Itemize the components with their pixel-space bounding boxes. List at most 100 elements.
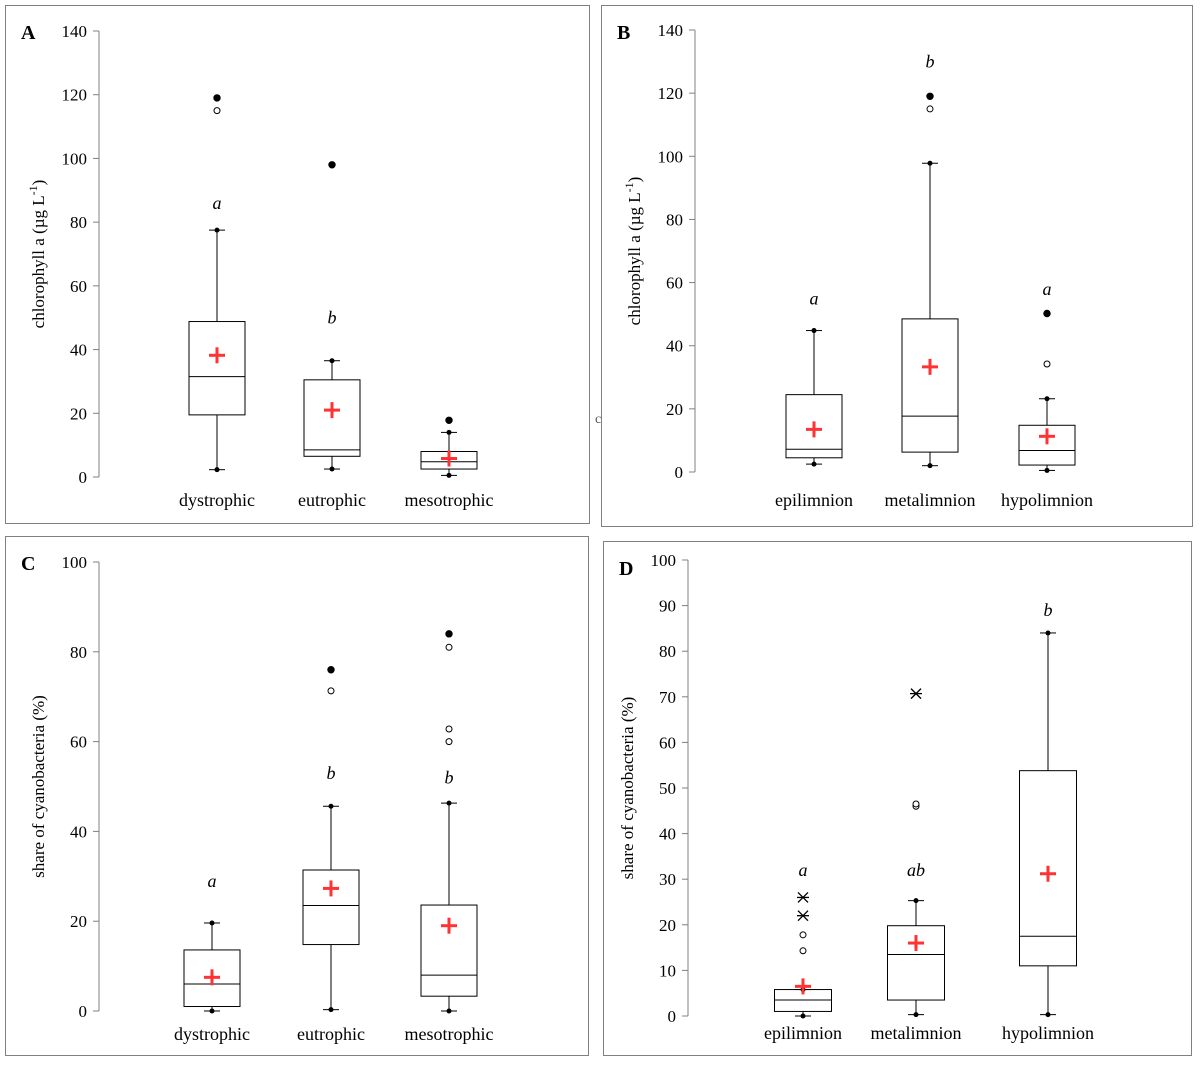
- y-tick-label: 80: [70, 213, 87, 232]
- panel-letter: C: [21, 553, 35, 575]
- y-tick-label: 20: [70, 404, 87, 423]
- y-axis-label: share of cyanobacteria (%): [29, 695, 48, 878]
- max-point: [811, 328, 817, 334]
- min-point: [446, 1008, 452, 1014]
- outlier-open: [445, 738, 453, 746]
- outlier-open: [445, 725, 453, 733]
- box-iqr: [901, 318, 959, 453]
- y-tick-label: 20: [666, 400, 683, 419]
- box-mesotrophic: mesotrophic: [405, 416, 494, 510]
- significance-letter: b: [328, 308, 337, 328]
- min-point: [214, 467, 220, 473]
- y-tick-label: 0: [668, 1007, 677, 1026]
- outlier-open: [926, 105, 934, 113]
- min-point: [209, 1008, 215, 1014]
- max-point: [913, 898, 919, 904]
- significance-letter: a: [810, 288, 819, 308]
- panel-b: B 0 20 40 60 80 100 120 140 chlorophyll a (µg L-1…: [601, 5, 1193, 527]
- min-point: [1045, 1012, 1051, 1018]
- y-tick-label: 100: [658, 147, 684, 166]
- category-label: mesotrophic: [405, 490, 494, 510]
- box-iqr: [1019, 770, 1077, 967]
- y-tick-label: 0: [675, 463, 684, 482]
- max-point: [927, 160, 933, 166]
- category-label: metalimnion: [885, 490, 976, 510]
- box-eutrophic: b eutrophic: [297, 666, 365, 1044]
- y-tick-label: 40: [666, 337, 683, 356]
- outlier-filled: [445, 630, 453, 638]
- y-tick-label: 60: [70, 733, 87, 752]
- significance-letter: a: [213, 193, 222, 213]
- panel-a: A 0 20 40 60 80 100 120 140 chlorophyll a (µg L-1…: [5, 5, 590, 524]
- outlier-filled: [213, 94, 221, 102]
- y-tick-label: 60: [659, 733, 676, 752]
- category-label: metalimnion: [871, 1023, 962, 1043]
- chart-panel-c: C 0 20 40 60 80 100 share of cyanobacteria (%) a…: [21, 553, 494, 1044]
- y-tick-label: 80: [659, 642, 676, 661]
- max-point: [446, 800, 452, 806]
- y-tick-label: 60: [666, 274, 683, 293]
- y-tick-label: 120: [658, 84, 684, 103]
- y-tick-label: 0: [79, 468, 88, 487]
- outlier-open: [912, 800, 920, 808]
- y-tick-label: 50: [659, 779, 676, 798]
- panel-c: C 0 20 40 60 80 100 share of cyanobacteria (%) a…: [5, 536, 589, 1056]
- box-mesotrophic: b mesotrophic: [405, 630, 494, 1044]
- min-point: [1044, 467, 1050, 473]
- outlier-filled: [445, 416, 453, 424]
- y-tick-label: 0: [79, 1002, 88, 1021]
- category-label: dystrophic: [174, 1024, 250, 1044]
- y-axis-label-superscript: -1: [622, 182, 636, 192]
- significance-letter: b: [926, 52, 935, 72]
- y-tick-label: 40: [70, 822, 87, 841]
- box-hypolimnion: b hypolimnion: [1002, 600, 1094, 1043]
- significance-letter: a: [208, 871, 217, 891]
- y-axis-label-text: chlorophyll a (µg L: [29, 195, 48, 328]
- max-point: [209, 920, 215, 926]
- chart-panel-b: B 0 20 40 60 80 100 120 140 chlorophyll a (µg L-1…: [617, 21, 1093, 510]
- box-iqr: [302, 869, 360, 946]
- significance-letter: b: [1044, 600, 1053, 620]
- category-label: mesotrophic: [405, 1024, 494, 1044]
- category-label: dystrophic: [179, 490, 255, 510]
- min-point: [446, 472, 452, 478]
- outlier-open: [799, 947, 807, 955]
- significance-letter: ab: [907, 860, 925, 880]
- outlier-open: [799, 931, 807, 939]
- outlier-open: [327, 687, 335, 695]
- outlier-filled: [926, 92, 934, 101]
- box-iqr: [887, 925, 945, 1001]
- y-axis-label: share of cyanobacteria (%): [618, 697, 637, 880]
- outlier-open: [213, 107, 221, 115]
- panel-d: D 0 10 20 30 40 50 60 70 80 90 100 share of cyanobac…: [603, 541, 1192, 1056]
- y-tick-label: 90: [659, 597, 676, 616]
- panel-letter: A: [21, 22, 36, 44]
- min-point: [329, 466, 335, 472]
- y-axis-label-close: ): [625, 177, 644, 183]
- box-metalimnion: b metalimnion: [885, 52, 976, 510]
- box-dystrophic: a dystrophic: [179, 94, 255, 510]
- max-point: [1044, 396, 1050, 402]
- y-tick-label: 10: [659, 961, 676, 980]
- y-tick-label: 20: [70, 912, 87, 931]
- min-point: [328, 1007, 334, 1013]
- significance-letter: a: [799, 860, 808, 880]
- y-tick-label: 100: [651, 551, 677, 570]
- box-metalimnion: ab metalimnion: [871, 688, 962, 1043]
- category-label: eutrophic: [298, 490, 366, 510]
- y-tick-label: 40: [659, 825, 676, 844]
- y-tick-label: 140: [62, 22, 88, 41]
- box-iqr: [420, 904, 478, 997]
- category-label: epilimnion: [764, 1023, 842, 1043]
- min-point: [913, 1012, 919, 1018]
- outlier-open: [445, 643, 453, 651]
- chart-panel-a: A 0 20 40 60 80 100 120 140 chlorophyll a (µg L-1…: [21, 22, 494, 510]
- box-iqr: [188, 321, 246, 416]
- y-tick-label: 80: [666, 210, 683, 229]
- category-label: epilimnion: [775, 490, 853, 510]
- outlier-filled: [327, 666, 335, 674]
- y-tick-label: 70: [659, 688, 676, 707]
- max-point: [329, 358, 335, 364]
- min-point: [927, 463, 933, 469]
- category-label: eutrophic: [297, 1024, 365, 1044]
